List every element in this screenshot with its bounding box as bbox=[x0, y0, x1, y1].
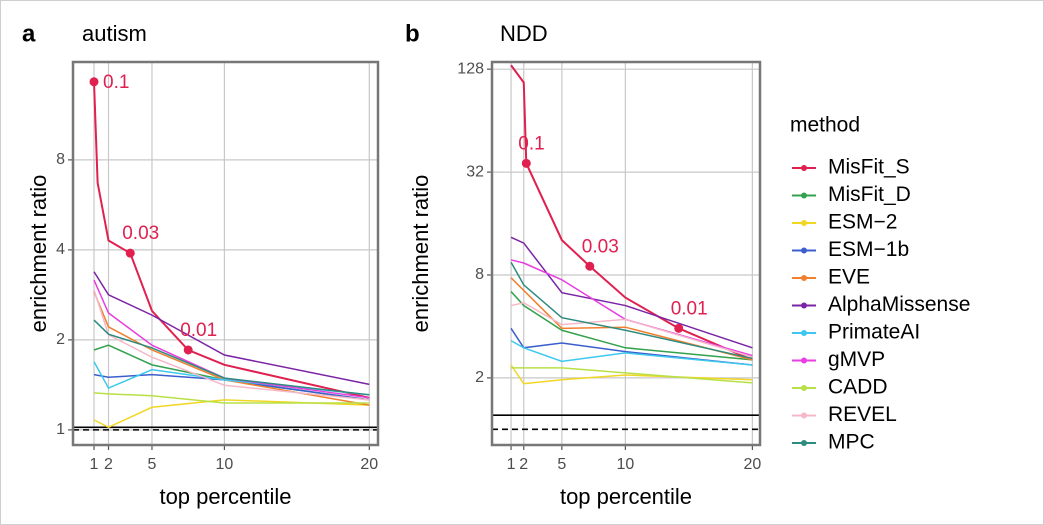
series-line bbox=[93, 399, 370, 429]
threshold-point bbox=[125, 248, 135, 258]
x-axis-title: top percentile bbox=[560, 484, 692, 509]
legend-label: EVE bbox=[828, 266, 870, 289]
series-line bbox=[93, 373, 370, 401]
threshold-point bbox=[183, 345, 193, 355]
threshold-point bbox=[89, 77, 99, 87]
legend-key-dot bbox=[801, 220, 807, 226]
series-line bbox=[93, 81, 370, 399]
x-tick-label: 10 bbox=[216, 456, 234, 473]
threshold-label: 0.03 bbox=[582, 236, 619, 257]
series-line bbox=[510, 261, 753, 360]
panel-tag: b bbox=[405, 20, 420, 47]
y-tick-label: 2 bbox=[56, 331, 65, 348]
series-line bbox=[93, 319, 370, 396]
threshold-point bbox=[585, 261, 595, 271]
legend-label: MisFit_S bbox=[828, 156, 910, 179]
x-axis-title: top percentile bbox=[159, 484, 291, 509]
legend-label: ESM−2 bbox=[828, 211, 897, 234]
legend-key-dot bbox=[801, 165, 807, 171]
panel-title: autism bbox=[82, 21, 147, 46]
legend-label: MisFit_D bbox=[828, 183, 911, 206]
series-line bbox=[93, 289, 370, 401]
y-axis-title: enrichment ratio bbox=[408, 175, 433, 333]
legend-key-dot bbox=[801, 330, 807, 336]
threshold-label: 0.01 bbox=[671, 298, 708, 319]
x-tick-label: 1 bbox=[90, 456, 99, 473]
panel-tag: a bbox=[22, 20, 36, 47]
series-line bbox=[510, 327, 753, 366]
legend-label: MPC bbox=[828, 431, 875, 454]
series-line bbox=[511, 367, 753, 384]
legend-key-dot bbox=[801, 302, 807, 309]
threshold-label: 0.1 bbox=[518, 133, 544, 154]
panel-border bbox=[490, 60, 762, 447]
series-line bbox=[93, 291, 370, 406]
panel-border bbox=[71, 60, 380, 447]
y-tick-label: 1 bbox=[56, 421, 65, 438]
x-tick-label: 1 bbox=[507, 456, 516, 473]
threshold-label: 0.1 bbox=[103, 72, 129, 93]
panel-background bbox=[73, 62, 378, 445]
threshold-point bbox=[674, 323, 684, 333]
legend-key-dot bbox=[801, 440, 807, 446]
x-tick-label: 20 bbox=[360, 456, 378, 473]
x-tick-label: 5 bbox=[148, 456, 157, 473]
legend-key-dot bbox=[801, 357, 807, 364]
series-line bbox=[93, 271, 370, 386]
series-line bbox=[510, 64, 753, 361]
y-tick-label: 8 bbox=[475, 266, 484, 283]
series-line bbox=[510, 291, 753, 361]
series-line bbox=[93, 279, 370, 399]
threshold-label: 0.03 bbox=[122, 223, 159, 244]
legend-label: PrimateAI bbox=[828, 321, 920, 344]
legend-label: ESM−1b bbox=[828, 238, 909, 261]
x-tick-label: 2 bbox=[104, 456, 113, 473]
y-axis-title: enrichment ratio bbox=[26, 175, 51, 333]
y-tick-label: 2 bbox=[475, 369, 484, 386]
legend-key-dot bbox=[801, 412, 807, 419]
legend-label: CADD bbox=[828, 376, 888, 399]
legend-label: AlphaMissense bbox=[828, 293, 970, 316]
threshold-label: 0.01 bbox=[180, 320, 217, 341]
x-tick-label: 5 bbox=[557, 456, 566, 473]
panel-background bbox=[492, 62, 760, 445]
y-tick-label: 8 bbox=[56, 151, 65, 168]
x-tick-label: 2 bbox=[519, 456, 528, 473]
series-line bbox=[510, 340, 753, 366]
x-tick-label: 10 bbox=[616, 456, 634, 473]
threshold-point bbox=[521, 158, 531, 168]
y-tick-label: 32 bbox=[466, 163, 484, 180]
series-line bbox=[93, 392, 370, 404]
legend-key-dot bbox=[801, 192, 807, 199]
series-line bbox=[510, 302, 753, 358]
x-tick-label: 20 bbox=[743, 456, 761, 473]
y-tick-label: 4 bbox=[56, 241, 65, 258]
legend-title: method bbox=[790, 114, 860, 137]
legend-key-dot bbox=[801, 385, 807, 391]
legend-key-dot bbox=[801, 275, 807, 281]
panel-title: NDD bbox=[500, 21, 548, 46]
legend-label: REVEL bbox=[828, 403, 897, 426]
series-line bbox=[510, 236, 753, 349]
y-tick-label: 128 bbox=[457, 60, 484, 77]
series-line bbox=[510, 277, 753, 361]
legend-label: gMVP bbox=[828, 348, 885, 371]
legend-key-dot bbox=[801, 247, 807, 254]
